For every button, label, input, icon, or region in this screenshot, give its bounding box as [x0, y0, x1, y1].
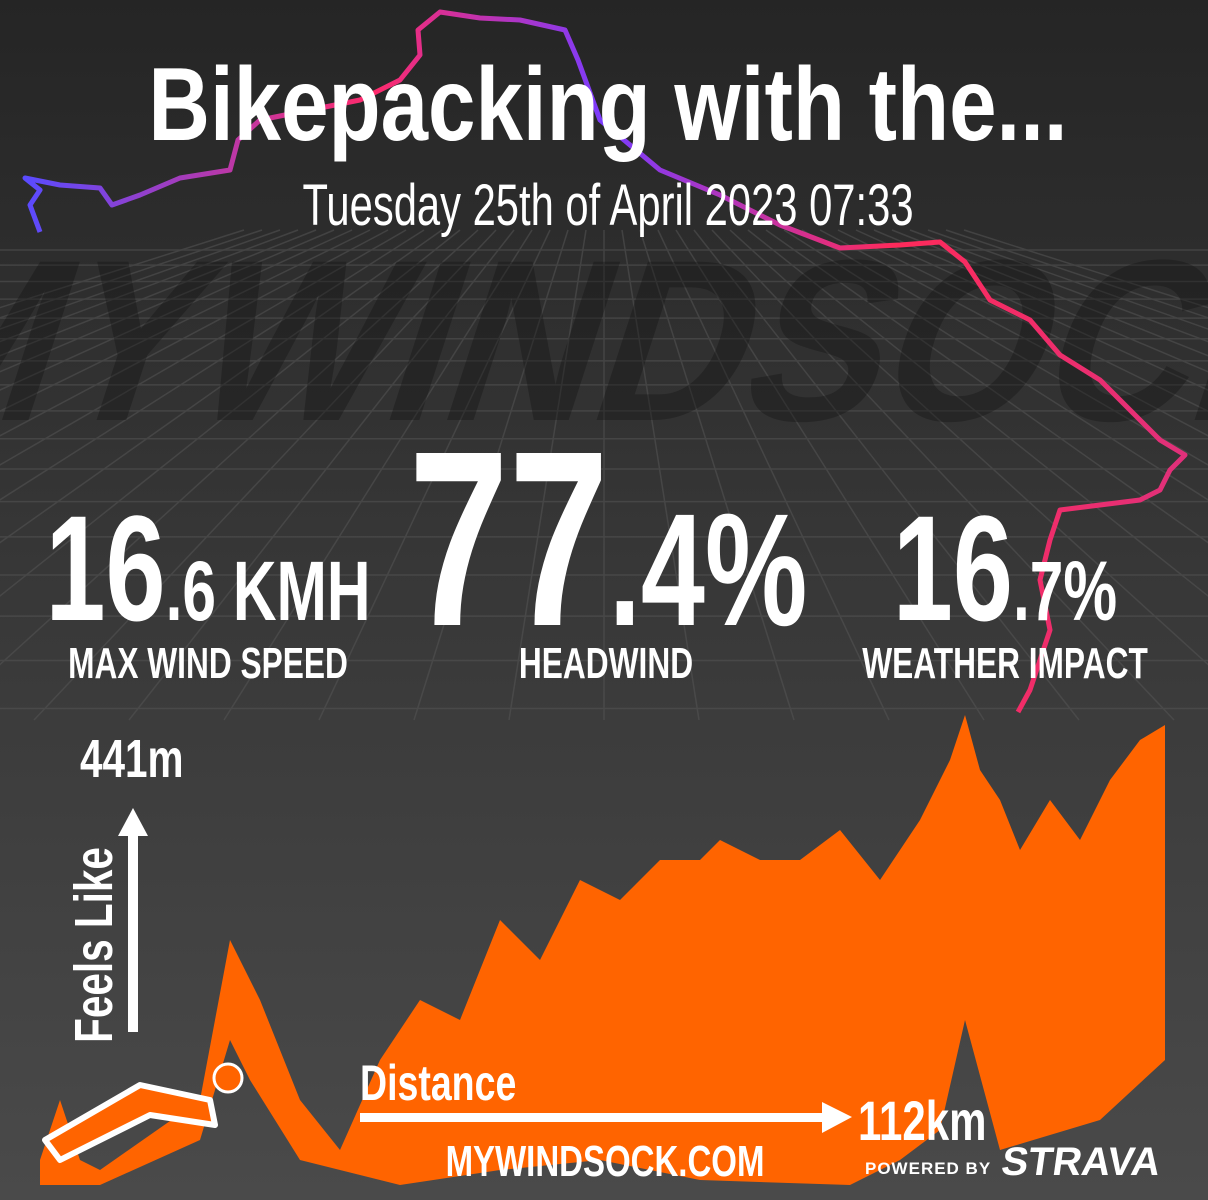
- grid-line: [0, 229, 353, 391]
- stat-label: HEADWIND: [519, 639, 693, 688]
- stat-rest: .7%: [1013, 544, 1117, 638]
- powered-by: POWERED BY: [865, 1159, 991, 1178]
- stat-main: 16: [45, 485, 165, 653]
- x-arrow-head: [822, 1102, 852, 1133]
- grid-line: [747, 229, 1208, 597]
- grid-line: [0, 229, 461, 597]
- grid-line: [0, 229, 425, 501]
- grid-line: [33, 229, 497, 721]
- grid-line: [413, 229, 569, 721]
- grid-line: [675, 229, 985, 721]
- grid-line: [765, 229, 1208, 544]
- weather-icon: [212, 1062, 244, 1094]
- grid-line: [873, 229, 1208, 373]
- y-arrow: [118, 808, 148, 1032]
- elevation-profile: [40, 715, 1165, 1185]
- grid-line: [711, 229, 1175, 721]
- watermark: MYWINDSOCK: [0, 212, 1208, 469]
- grid-line: [819, 229, 1208, 437]
- grid-line: [0, 229, 371, 412]
- route: [22, 9, 1188, 714]
- grid-line: [837, 229, 1208, 412]
- top-label: 441m: [80, 729, 184, 789]
- grid-line: [0, 229, 263, 319]
- grid-line: [927, 229, 1208, 330]
- y-arrow-head: [118, 808, 148, 836]
- stat-value: 77.4%: [409, 400, 808, 679]
- site: MYWINDSOCK.COM: [446, 1138, 765, 1187]
- grid: [0, 229, 1208, 721]
- grid-line: [909, 229, 1208, 343]
- stat-value: 16.6 KMH: [45, 485, 370, 653]
- title: Bikepacking with the...: [148, 47, 1067, 163]
- y-label: Feels Like: [64, 847, 124, 1043]
- grid-line: [891, 229, 1208, 357]
- stat-rest: .6 KMH: [166, 544, 371, 638]
- x-arrow: [360, 1102, 852, 1133]
- grid-line: [855, 229, 1208, 391]
- grid-line: [0, 229, 299, 343]
- brand: STRAVA: [999, 1139, 1164, 1184]
- grid-line: [657, 229, 890, 721]
- stat-main: 16: [893, 485, 1013, 653]
- stat-main: 77: [409, 400, 609, 679]
- grid-line: [0, 229, 479, 666]
- grid-line: [729, 229, 1208, 666]
- grid-line: [621, 229, 700, 721]
- grid-line: [318, 229, 551, 721]
- grid-line: [0, 229, 335, 373]
- grid-line: [801, 229, 1208, 466]
- grid-line: [128, 229, 515, 721]
- end-label: 112km: [858, 1090, 986, 1152]
- stat-value: 16.7%: [893, 485, 1117, 653]
- logo: [42, 1082, 218, 1163]
- grid-line: [0, 229, 443, 544]
- x-label: Distance: [360, 1056, 516, 1111]
- x-arrow-shaft: [360, 1113, 828, 1122]
- stat-label: WEATHER IMPACT: [862, 639, 1148, 688]
- grid-line: [639, 229, 795, 721]
- stat-label: MAX WIND SPEED: [68, 639, 348, 688]
- grid-line: [0, 229, 281, 330]
- grid-line: [0, 229, 317, 357]
- grid-line: [693, 229, 1080, 721]
- y-arrow-shaft: [128, 830, 138, 1032]
- stat-rest: .4%: [609, 480, 808, 659]
- grid-line: [508, 229, 587, 721]
- grid-line: [945, 229, 1208, 319]
- grid-line: [0, 229, 407, 466]
- grid-line: [0, 229, 389, 437]
- date: Tuesday 25th of April 2023 07:33: [302, 172, 913, 237]
- grid-line: [223, 229, 533, 721]
